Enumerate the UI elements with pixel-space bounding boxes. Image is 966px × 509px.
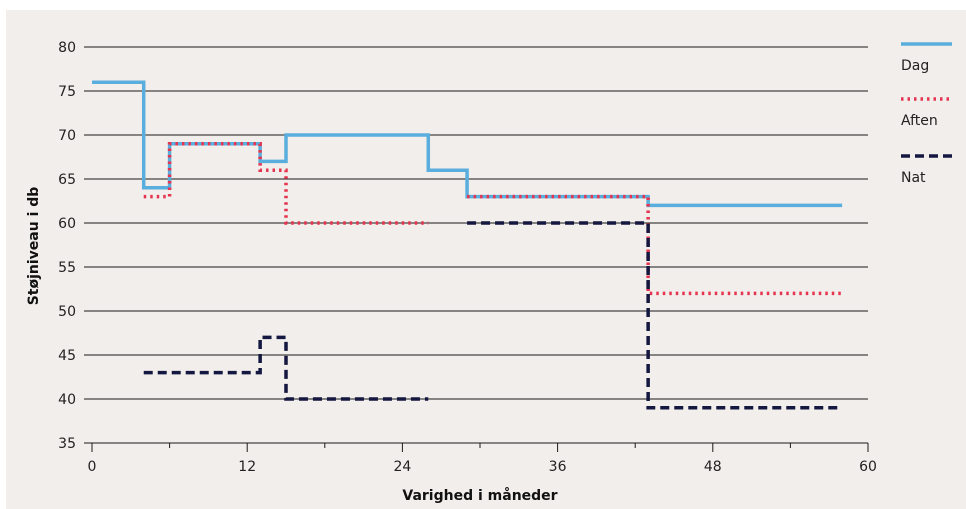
x-axis-title: Varighed i måneder bbox=[402, 487, 557, 504]
series-line-aften-segment-2 bbox=[467, 194, 843, 296]
y-tick-label-50: 50 bbox=[58, 304, 76, 320]
y-tick-label-45: 45 bbox=[58, 348, 76, 364]
y-tick-label-55: 55 bbox=[58, 260, 76, 276]
legend-label-aften: Aften bbox=[901, 113, 938, 129]
y-tick-label-65: 65 bbox=[58, 172, 76, 188]
x-tick-label-60: 60 bbox=[859, 459, 877, 475]
x-tick-label-48: 48 bbox=[704, 459, 722, 475]
y-tick-label-60: 60 bbox=[58, 216, 76, 232]
y-tick-label-40: 40 bbox=[58, 392, 76, 408]
series-line-nat-segment-2 bbox=[467, 221, 843, 410]
legend-label-nat: Nat bbox=[901, 170, 926, 186]
y-tick-label-70: 70 bbox=[58, 128, 76, 144]
legend-label-dag: Dag bbox=[901, 58, 929, 74]
y-tick-label-35: 35 bbox=[58, 436, 76, 452]
x-tick-label-36: 36 bbox=[549, 459, 567, 475]
x-tick-label-24: 24 bbox=[393, 459, 411, 475]
x-tick-label-0: 0 bbox=[88, 459, 97, 475]
y-tick-label-75: 75 bbox=[58, 84, 76, 100]
series-line-dag bbox=[92, 80, 843, 208]
series-line-aften bbox=[143, 142, 429, 225]
tick-layer: 35 40 45 50 55 60 65 70 75 80 0 12 24 36 48 60 bbox=[58, 40, 877, 475]
y-axis-title: Støjniveau i db bbox=[26, 187, 42, 306]
series-layer bbox=[92, 80, 843, 410]
legend: Dag Aften Nat bbox=[901, 42, 952, 186]
series-line-nat bbox=[143, 335, 429, 401]
chart-panel bbox=[6, 10, 966, 509]
y-tick-label-80: 80 bbox=[58, 40, 76, 56]
x-tick-label-12: 12 bbox=[238, 459, 256, 475]
grid-layer bbox=[92, 46, 868, 444]
